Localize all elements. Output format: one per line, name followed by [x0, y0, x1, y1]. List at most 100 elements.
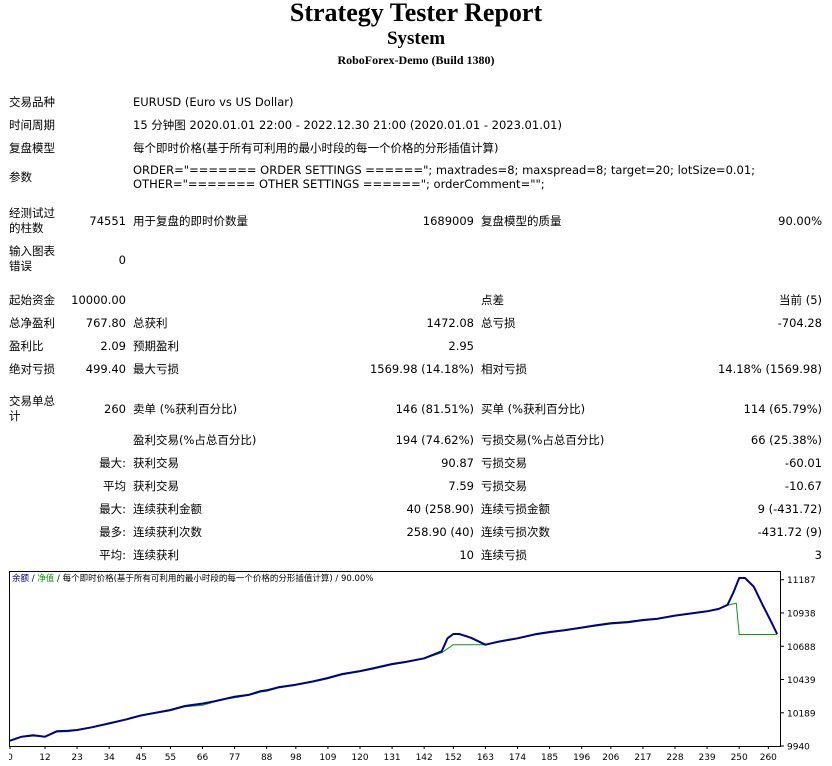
- abs-drawdown-value: 499.40: [85, 362, 126, 376]
- profit-trades-value: 194 (74.62%): [395, 433, 474, 447]
- legend-model: 每个即时价格(基于所有可利用的最小时段的每一个价格的分形插值计算): [63, 573, 333, 584]
- legend-equity: 净值: [37, 573, 55, 584]
- average-loss-value: -10.67: [784, 479, 822, 493]
- spread-value: 当前 (5): [779, 293, 822, 307]
- max-drawdown-value: 1569.98 (14.18%): [369, 362, 474, 376]
- x-tick-label: 12: [39, 753, 50, 763]
- max-cons-wins-label: 连续获利金额: [133, 502, 202, 516]
- spread-label: 点差: [481, 293, 504, 307]
- profit-factor-label: 盈利比: [9, 339, 44, 353]
- ticks-label: 用于复盘的即时价数量: [133, 214, 248, 228]
- x-tick-label: 0: [9, 753, 13, 763]
- y-tick-label: 10439: [787, 676, 816, 686]
- errors-label-2: 错误: [9, 259, 32, 273]
- profit-factor-value: 2.09: [100, 339, 126, 353]
- bars-label-1: 经测试过: [9, 206, 55, 220]
- gross-profit-label: 总获利: [133, 316, 168, 330]
- x-tick-label: 196: [573, 753, 590, 763]
- symbol-value: EURUSD (Euro vs US Dollar): [133, 95, 294, 109]
- average-loss-label: 亏损交易: [481, 479, 527, 493]
- x-axis-ticks: 0 12 23 34 45 55 66 77 88 98 109 120 131 142 152 163 174…: [9, 753, 777, 763]
- x-tick-label: 109: [319, 753, 336, 763]
- total-trades-value: 260: [104, 402, 126, 416]
- avg-consecutive-label: 平均:: [99, 548, 126, 562]
- legend-quality: 90.00%: [341, 574, 373, 584]
- legend-balance: 余额: [12, 573, 30, 584]
- max-cons-loss-value: -431.72 (9): [757, 525, 822, 539]
- avg-cons-losses-label: 连续亏损: [481, 548, 527, 562]
- short-positions-value: 146 (81.51%): [395, 402, 474, 416]
- quality-label: 复盘模型的质量: [481, 214, 562, 228]
- x-tick-label: 152: [445, 753, 462, 763]
- period-value: 15 分钟图 2020.01.01 22:00 - 2022.12.30 21:…: [133, 118, 562, 132]
- x-tick-label: 239: [698, 753, 715, 763]
- average-profit-label: 获利交易: [133, 479, 179, 493]
- net-profit-value: 767.80: [85, 316, 126, 330]
- y-tick-label: 10688: [787, 643, 816, 653]
- params-label: 参数: [9, 170, 32, 184]
- ticks-value: 1689009: [422, 214, 474, 228]
- largest-loss-label: 亏损交易: [481, 456, 527, 470]
- x-tick-label: 98: [290, 753, 302, 763]
- average-profit-value: 7.59: [448, 479, 474, 493]
- maximal-label: 最多:: [99, 525, 126, 539]
- net-profit-label: 总净盈利: [9, 316, 55, 330]
- profit-trades-label: 盈利交易(%占总百分比): [133, 433, 257, 447]
- x-tick-label: 250: [731, 753, 748, 763]
- quality-value: 90.00%: [778, 214, 822, 228]
- largest-loss-value: -60.01: [784, 456, 822, 470]
- params-line-2: OTHER="======= OTHER SETTINGS ======"; o…: [133, 177, 545, 191]
- y-tick-label: 11187: [787, 576, 816, 586]
- plot-frame: [9, 571, 781, 747]
- max-consecutive-label: 最大:: [99, 502, 126, 516]
- x-tick-label: 23: [71, 753, 82, 763]
- loss-trades-value: 66 (25.38%): [750, 433, 822, 447]
- avg-cons-wins-label: 连续获利: [133, 548, 179, 562]
- max-cons-wins-value: 40 (258.90): [406, 502, 474, 516]
- loss-trades-label: 亏损交易(%占总百分比): [481, 433, 605, 447]
- report-subtitle: System: [386, 28, 446, 49]
- max-cons-losses-label: 连续亏损金额: [481, 502, 550, 516]
- y-tick-label: 10189: [787, 709, 816, 719]
- balance-chart: 余额 / 净值 / 每个即时价格(基于所有可利用的最小时段的每一个价格的分形插值…: [9, 571, 816, 763]
- bars-value: 74551: [89, 214, 126, 228]
- x-tick-label: 260: [760, 753, 777, 763]
- x-tick-label: 217: [634, 753, 651, 763]
- gross-loss-value: -704.28: [777, 316, 822, 330]
- short-positions-label: 卖单 (%获利百分比): [133, 402, 238, 416]
- long-positions-value: 114 (65.79%): [743, 402, 822, 416]
- average-label: 平均: [103, 479, 126, 493]
- long-positions-label: 买单 (%获利百分比): [481, 402, 586, 416]
- avg-cons-losses-value: 3: [814, 548, 822, 562]
- deposit-value: 10000.00: [71, 293, 126, 307]
- max-cons-profit-value: 258.90 (40): [406, 525, 474, 539]
- errors-value: 0: [118, 253, 126, 267]
- x-tick-label: 88: [261, 753, 273, 763]
- grid: [9, 579, 784, 749]
- symbol-label: 交易品种: [9, 95, 55, 109]
- x-tick-label: 174: [509, 753, 526, 763]
- total-trades-label-1: 交易单总: [9, 394, 55, 408]
- x-tick-label: 131: [383, 753, 400, 763]
- series-layer: [9, 577, 779, 742]
- max-cons-losses-value: 9 (-431.72): [757, 502, 822, 516]
- model-value: 每个即时价格(基于所有可利用的最小时段的每一个价格的分形插值计算): [133, 141, 499, 155]
- params-line-1: ORDER="======= ORDER SETTINGS ======"; m…: [133, 163, 756, 177]
- x-tick-label: 185: [541, 753, 558, 763]
- y-tick-label: 9940: [787, 743, 810, 753]
- errors-label-1: 输入图表: [9, 244, 55, 258]
- report-title: Strategy Tester Report: [289, 0, 543, 27]
- expected-payoff-value: 2.95: [448, 339, 474, 353]
- x-tick-label: 66: [197, 753, 209, 763]
- rel-drawdown-label: 相对亏损: [481, 362, 527, 376]
- bars-label-2: 的柱数: [9, 221, 44, 235]
- y-tick-label: 10938: [787, 609, 816, 619]
- max-cons-profit-label: 连续获利次数: [133, 525, 202, 539]
- largest-profit-value: 90.87: [441, 456, 474, 470]
- deposit-label: 起始资金: [9, 293, 55, 307]
- avg-cons-wins-value: 10: [459, 548, 474, 562]
- abs-drawdown-label: 绝对亏损: [9, 362, 55, 376]
- x-tick-label: 55: [165, 753, 176, 763]
- x-tick-label: 206: [602, 753, 619, 763]
- max-drawdown-label: 最大亏损: [133, 362, 179, 376]
